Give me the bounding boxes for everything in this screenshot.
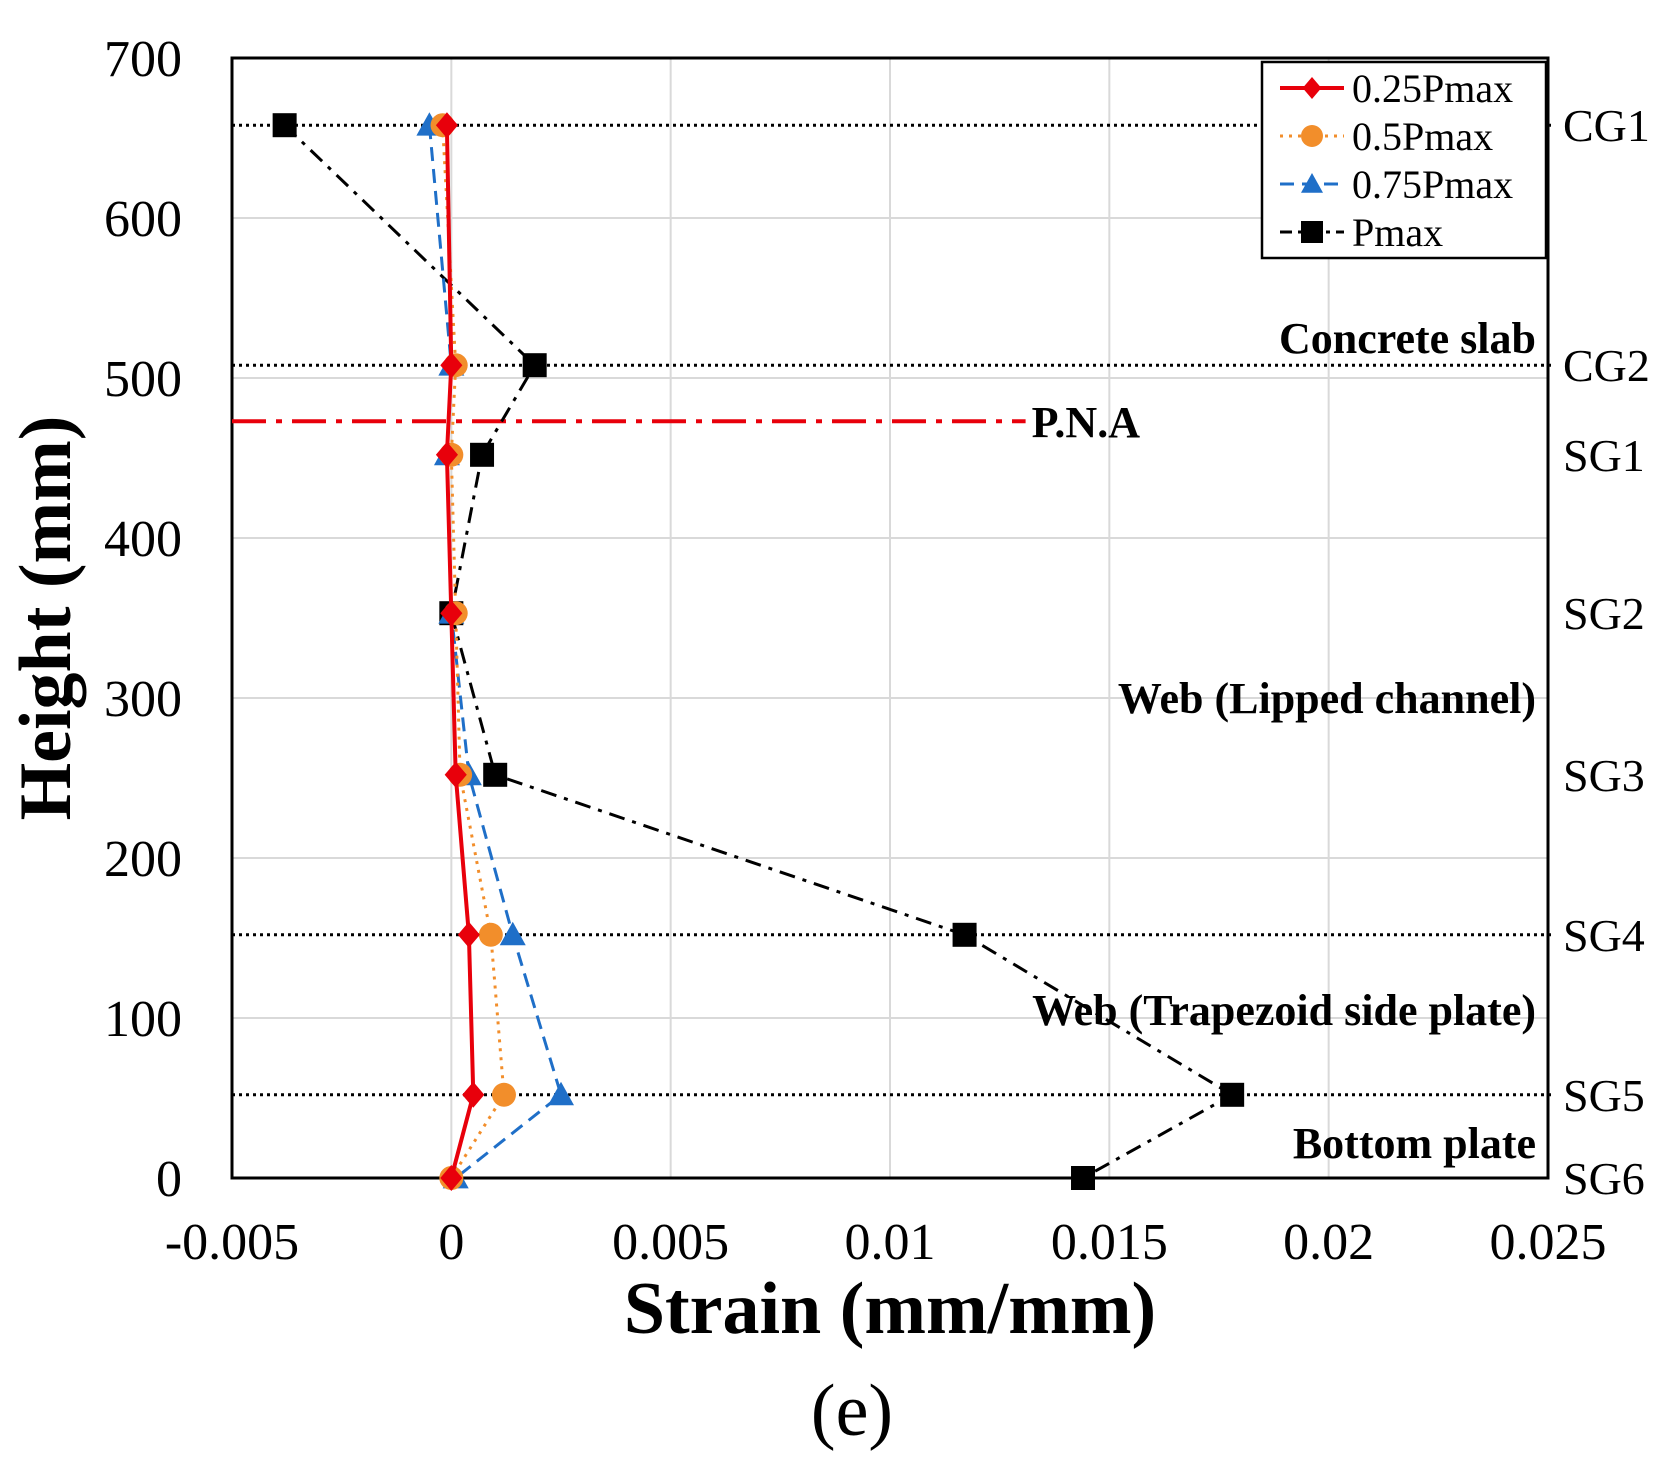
data-point-triangle: [1301, 173, 1323, 193]
gauge-label: SG5: [1563, 1070, 1645, 1121]
series-0.75Pmax: [416, 112, 574, 1189]
x-tick-label: -0.005: [165, 1214, 299, 1271]
data-point-diamond: [1302, 77, 1322, 99]
gauge-label: SG3: [1563, 750, 1645, 801]
data-point-square: [1301, 221, 1323, 243]
guide-layer: [232, 123, 1555, 1097]
legend-label: 0.75Pmax: [1352, 162, 1513, 207]
data-point-square: [470, 442, 495, 467]
x-tick-label: 0.015: [1051, 1214, 1168, 1271]
data-point-square: [272, 113, 297, 138]
region-label: Concrete slab: [1279, 314, 1536, 363]
x-tick-label: 0.005: [612, 1214, 729, 1271]
data-point-circle: [478, 922, 503, 947]
series-0.25Pmax: [435, 112, 485, 1191]
data-point-diamond: [440, 352, 463, 379]
gauge-label: CG2: [1563, 340, 1650, 391]
data-point-square: [1220, 1082, 1245, 1107]
data-point-diamond: [435, 441, 458, 468]
gauge-label: SG1: [1563, 430, 1645, 481]
y-tick-label: 400: [104, 511, 182, 568]
data-point-square: [952, 922, 977, 947]
gauge-label: SG6: [1563, 1153, 1645, 1204]
y-tick-label: 100: [104, 991, 182, 1048]
gauge-label: SG4: [1563, 910, 1645, 961]
data-point-triangle: [548, 1081, 574, 1106]
region-label: Web (Trapezoid side plate): [1032, 986, 1536, 1035]
grid-layer: [230, 56, 1550, 1180]
data-point-diamond: [440, 1165, 463, 1191]
pna-label: P.N.A: [1032, 398, 1141, 447]
series-line: [441, 125, 506, 1179]
series-layer: [272, 112, 1245, 1191]
x-tick-label: 0: [438, 1214, 464, 1271]
legend-label: 0.5Pmax: [1352, 114, 1493, 159]
gauge-label: CG1: [1563, 100, 1650, 151]
data-point-square: [1071, 1166, 1096, 1190]
y-tick-label: 0: [156, 1151, 182, 1208]
legend-label: 0.25Pmax: [1352, 66, 1513, 111]
data-point-diamond: [462, 1081, 485, 1108]
data-point-diamond: [457, 921, 480, 948]
legend-label: Pmax: [1352, 210, 1443, 255]
data-point-diamond: [435, 112, 458, 139]
x-axis-title: Strain (mm/mm): [624, 1268, 1156, 1350]
y-tick-label: 700: [104, 31, 182, 88]
data-point-triangle: [499, 921, 526, 946]
data-point-circle: [491, 1082, 516, 1107]
y-tick-label: 600: [104, 191, 182, 248]
plot-frame: [230, 56, 1550, 1180]
region-label: Bottom plate: [1293, 1119, 1536, 1168]
y-tick-label: 500: [104, 351, 182, 408]
series-line: [283, 124, 1236, 1180]
data-point-square: [483, 762, 508, 787]
region-label: Web (Lipped channel): [1118, 674, 1536, 723]
y-axis-title: Height (mm): [5, 416, 87, 821]
data-point-square: [522, 353, 547, 378]
data-point-diamond: [444, 761, 467, 788]
y-tick-label: 200: [104, 831, 182, 888]
data-point-circle: [1301, 125, 1323, 147]
figure-caption: (e): [811, 1370, 893, 1452]
y-tick-label: 300: [104, 671, 182, 728]
text-layer: -0.005 0 0.005 0.01 0.015 0.02 0.025 0 100 200 300…: [5, 31, 1650, 1452]
series-line: [444, 125, 476, 1179]
x-tick-label: 0.025: [1490, 1214, 1607, 1271]
data-point-diamond: [440, 600, 463, 627]
x-tick-label: 0.01: [845, 1214, 936, 1271]
x-tick-label: 0.02: [1283, 1214, 1374, 1271]
gauge-label: SG2: [1563, 588, 1645, 639]
